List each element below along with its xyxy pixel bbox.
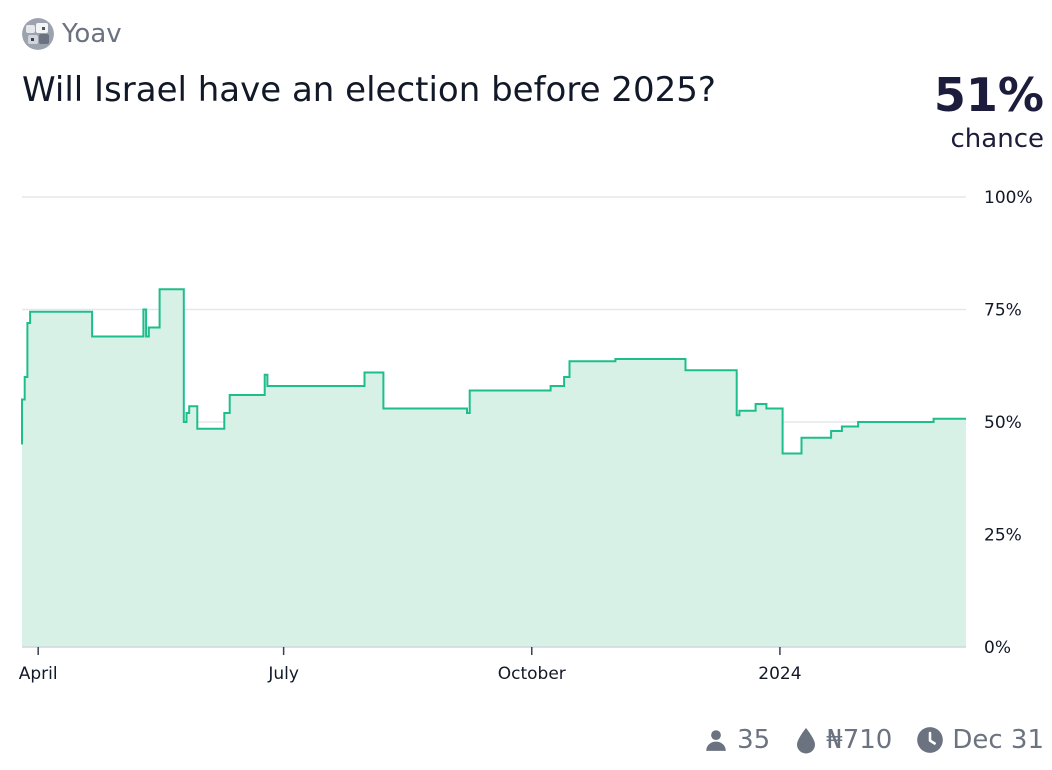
y-tick-label: 0%: [984, 638, 1011, 658]
creator[interactable]: Yoav: [22, 16, 122, 52]
clock-icon: [917, 727, 944, 753]
x-tick-label: July: [267, 664, 299, 684]
creator-avatar[interactable]: [22, 18, 54, 50]
x-tick-label: 2024: [758, 664, 801, 684]
probability-value: 51%: [933, 68, 1044, 122]
x-tick-label: October: [498, 664, 566, 684]
traders-count: 35: [737, 725, 771, 755]
probability-label: chance: [950, 124, 1044, 154]
probability-display: 51% chance: [934, 66, 1044, 154]
liquidity-amount: ₦710: [826, 725, 893, 755]
y-tick-label: 50%: [984, 413, 1022, 433]
market-title: Will Israel have an election before 2025…: [22, 70, 716, 110]
y-tick-label: 75%: [984, 301, 1022, 321]
probability-line: [21, 288, 966, 455]
user-icon: [706, 730, 726, 751]
close-date-stat: Dec 31: [916, 725, 1044, 755]
x-tick-label: April: [19, 664, 58, 684]
creator-name[interactable]: Yoav: [62, 19, 122, 49]
liquidity-stat: ₦710: [794, 725, 892, 755]
market-stats: 35 ₦710 Dec 31: [703, 720, 1044, 760]
x-axis-ticks: April July October 2024: [19, 647, 802, 684]
close-date: Dec 31: [952, 725, 1044, 755]
y-axis-ticks: 0% 25% 50% 75% 100%: [984, 188, 1033, 658]
probability-chart[interactable]: 0% 25% 50% 75% 100% April July October 2024: [0, 170, 1052, 690]
traders-stat: 35: [703, 725, 770, 755]
y-tick-label: 25%: [984, 526, 1022, 546]
droplet-icon: [797, 728, 816, 754]
y-tick-label: 100%: [984, 188, 1033, 208]
probability-area-fill: [22, 289, 966, 647]
